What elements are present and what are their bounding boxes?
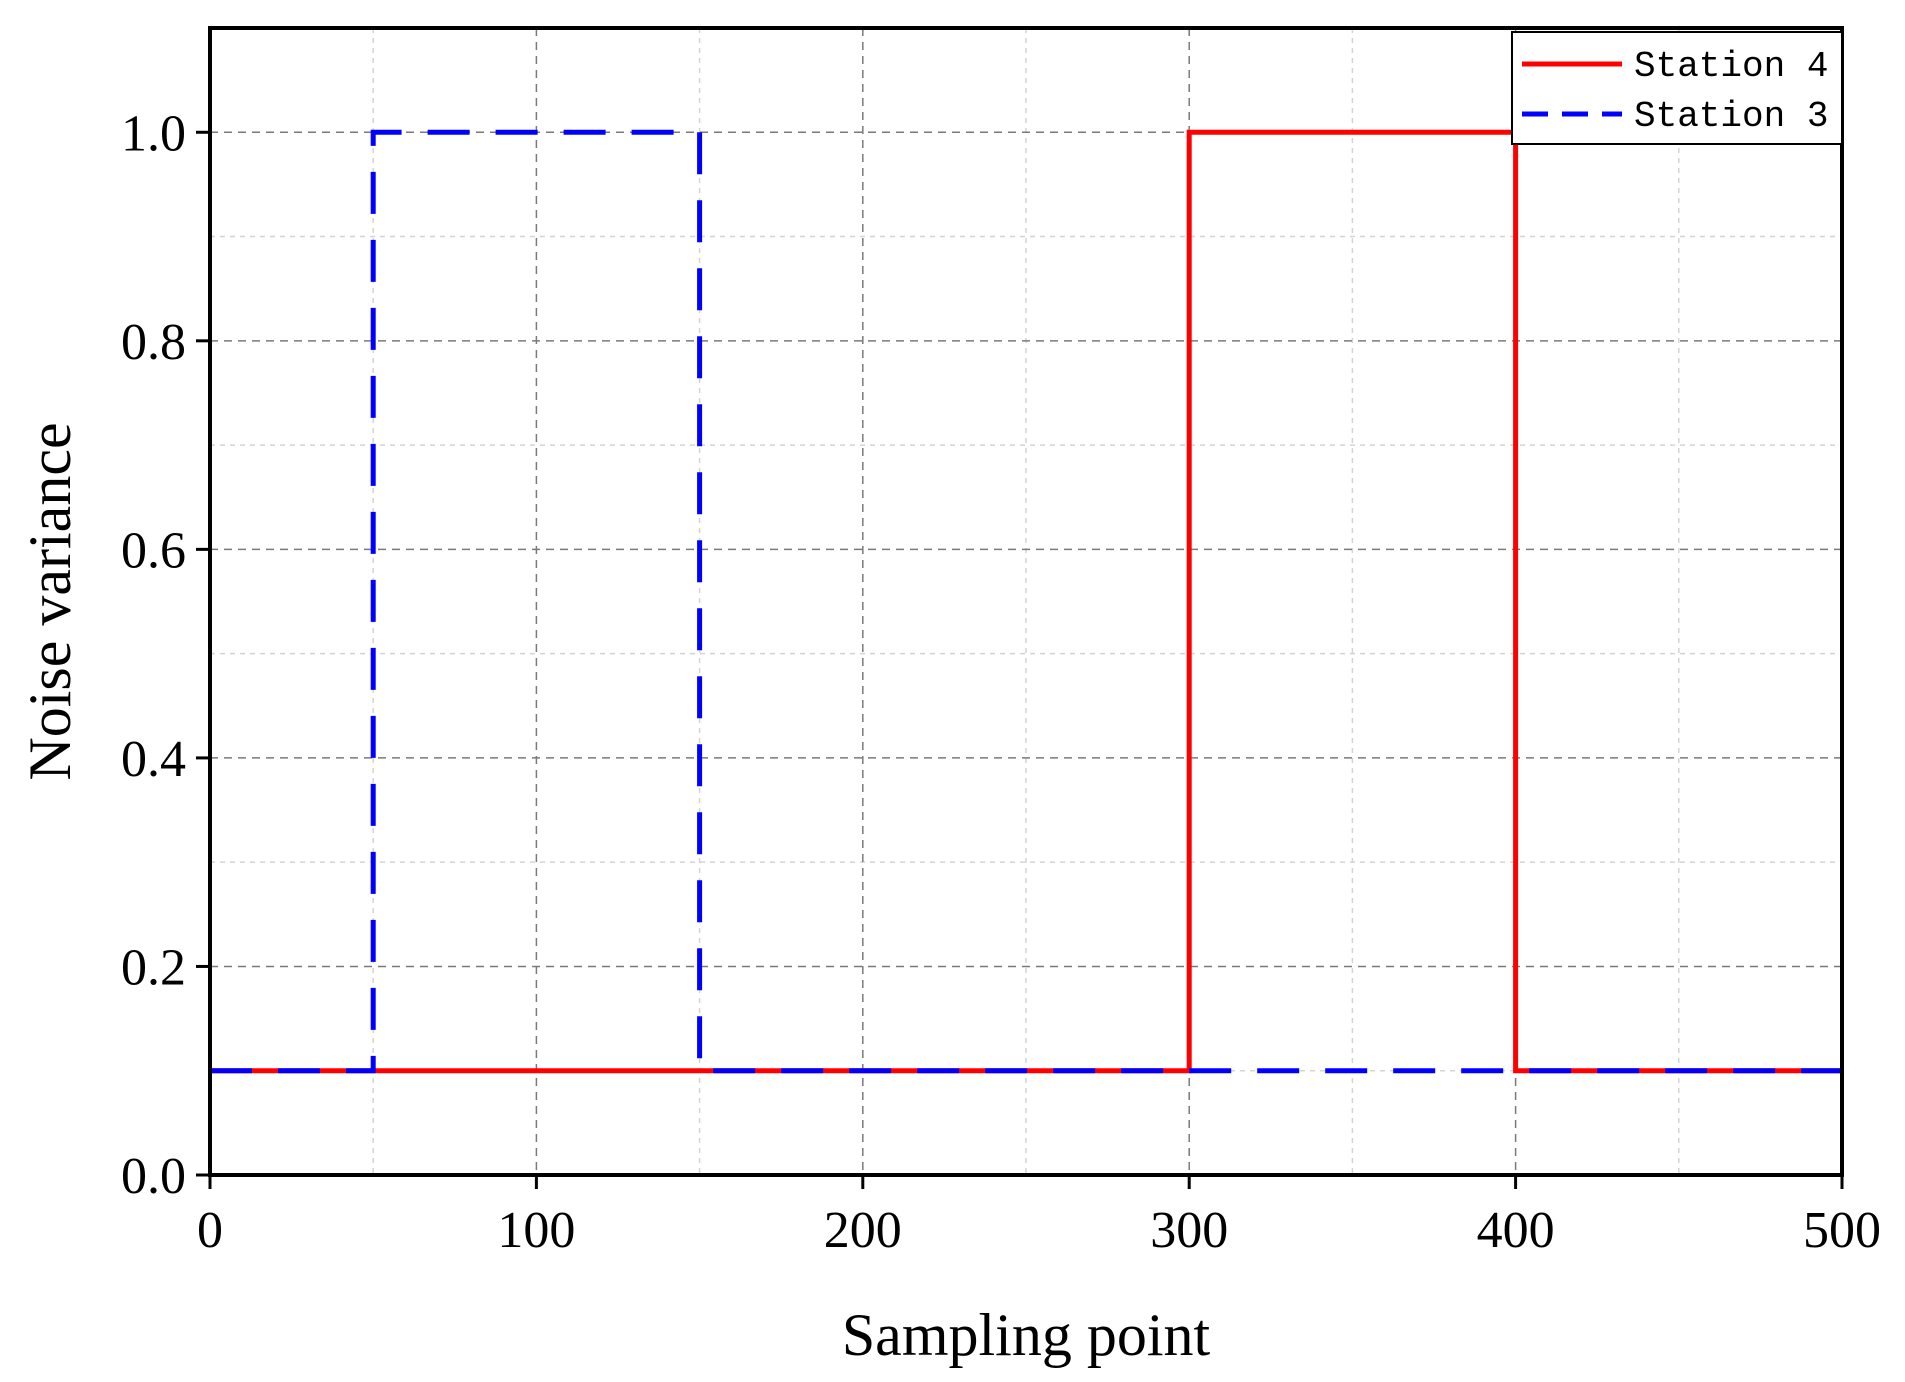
x-tick-label: 300 — [1150, 1202, 1228, 1259]
legend-label: Station 4 — [1634, 46, 1828, 87]
x-tick-label: 400 — [1477, 1202, 1555, 1259]
tick-layer: 0 100 200 300 400 500 0.0 0.2 0.4 0.6 0.8 1.0 — [121, 105, 1881, 1259]
x-tick-label: 100 — [497, 1202, 575, 1259]
x-tick-label: 500 — [1803, 1202, 1881, 1259]
y-tick-label: 0.0 — [121, 1148, 186, 1205]
x-tick-label: 200 — [824, 1202, 902, 1259]
plot-frame — [208, 26, 1844, 1177]
y-axis-title: Noise variance — [17, 422, 83, 780]
series-line-station-3 — [210, 129, 1842, 1074]
legend-label: Station 3 — [1634, 96, 1828, 137]
y-tick-label: 0.2 — [121, 939, 186, 996]
y-tick-label: 0.6 — [121, 522, 186, 579]
x-tick-label: 0 — [197, 1202, 223, 1259]
legend-box — [1511, 31, 1843, 145]
series-layer — [210, 129, 1842, 1074]
x-axis-title: Sampling point — [842, 1302, 1211, 1368]
y-tick-label: 1.0 — [121, 105, 186, 162]
y-tick-label: 0.4 — [121, 731, 186, 788]
y-tick-label: 0.8 — [121, 314, 186, 371]
grid-layer — [210, 28, 1842, 1175]
legend: Station 4 Station 3 — [1511, 31, 1843, 145]
